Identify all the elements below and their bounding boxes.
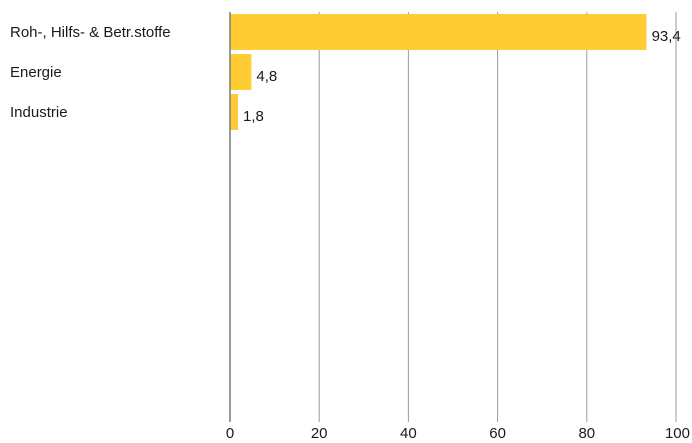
value-label: 4,8 (256, 68, 277, 85)
category-label: Roh-, Hilfs- & Betr.stoffe (10, 24, 171, 41)
category-label: Energie (10, 64, 62, 81)
x-tick-label: 60 (489, 425, 506, 442)
x-tick-labels: 0 20 40 60 80 100 (226, 425, 690, 442)
bar (230, 14, 647, 50)
x-tick-label: 80 (578, 425, 595, 442)
bar (230, 94, 239, 130)
category-label: Industrie (10, 104, 68, 121)
category-labels: Roh-, Hilfs- & Betr.stoffe Energie Industr… (10, 24, 171, 121)
x-tick-label: 100 (665, 425, 690, 442)
value-label: 1,8 (243, 108, 264, 125)
value-labels: 93,4 4,8 1,8 (243, 28, 681, 125)
bars (230, 14, 647, 130)
gridlines (318, 12, 677, 422)
x-tick-label: 40 (400, 425, 417, 442)
value-label: 93,4 (652, 28, 681, 45)
x-tick-label: 0 (226, 425, 234, 442)
bar (230, 54, 252, 90)
x-tick-label: 20 (311, 425, 328, 442)
